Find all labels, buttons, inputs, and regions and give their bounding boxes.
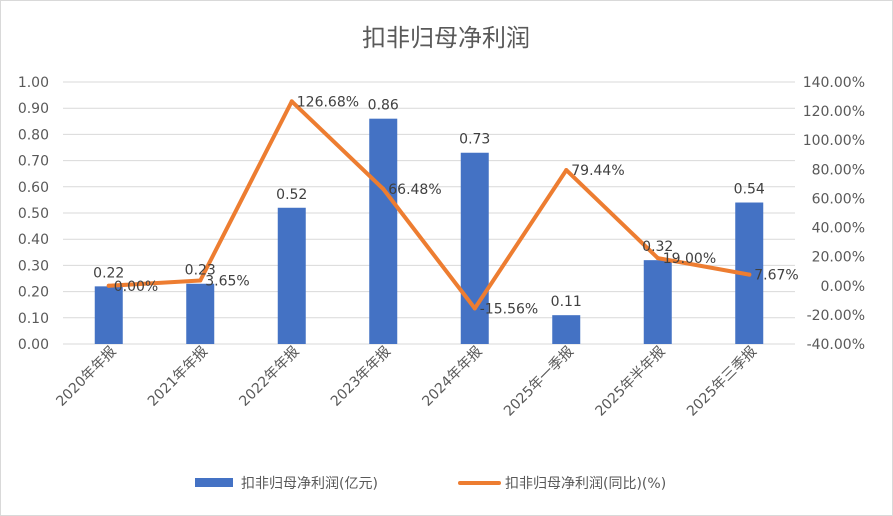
- legend-bar-swatch: [195, 478, 233, 487]
- right-tick-label: 20.00%: [812, 250, 865, 266]
- line-value-label: 19.00%: [663, 251, 716, 267]
- bar: [94, 286, 123, 344]
- line-point: [564, 168, 569, 173]
- bar-value-label: 0.32: [642, 239, 673, 255]
- left-tick-label: 0.90: [18, 101, 49, 117]
- legend-line-label: 扣非归母净利润(同比)(%): [505, 475, 666, 492]
- left-axis: 0.00 0.10 0.20 0.30 0.40 0.50 0.60 0.70 0.80 0.90…: [18, 75, 49, 353]
- bar: [369, 118, 398, 345]
- right-tick-label: 100.00%: [803, 133, 865, 149]
- bar: [460, 152, 489, 344]
- line-value-label: 79.44%: [571, 163, 624, 179]
- right-tick-label: 40.00%: [812, 221, 865, 237]
- line-point: [289, 99, 294, 104]
- bar-value-label: 0.23: [185, 263, 216, 279]
- line-point: [472, 306, 477, 311]
- left-tick-label: 0.70: [18, 154, 49, 170]
- category-axis: 2020年年报 2021年年报 2022年年报 2023年年报 2024年年报 2025年…: [53, 344, 760, 420]
- left-tick-label: 0.80: [18, 127, 49, 143]
- bar-value-label: 0.22: [93, 265, 124, 281]
- left-tick-label: 0.30: [18, 258, 49, 274]
- line-value-label: 0.00%: [114, 279, 158, 295]
- left-tick-label: 0.00: [18, 337, 49, 353]
- legend: 扣非归母净利润(亿元) 扣非归母净利润(同比)(%): [195, 475, 666, 492]
- category-label: 2023年年报: [328, 344, 394, 410]
- line-value-label: 7.67%: [754, 268, 798, 284]
- left-tick-label: 0.50: [18, 206, 49, 222]
- line-point: [106, 283, 111, 288]
- line-point: [655, 256, 660, 261]
- right-axis: -40.00% -20.00% 0.00% 20.00% 40.00% 60.00% 80.…: [803, 75, 865, 353]
- right-tick-label: 120.00%: [803, 104, 865, 120]
- right-tick-label: 0.00%: [821, 279, 865, 295]
- category-label: 2025年半年报: [592, 344, 668, 420]
- left-tick-label: 0.60: [18, 180, 49, 196]
- left-tick-label: 0.40: [18, 232, 49, 248]
- chart-title: 扣非归母净利润: [362, 24, 530, 52]
- category-label: 2024年年报: [419, 344, 485, 410]
- bar: [643, 260, 672, 344]
- line-value-label: 126.68%: [297, 94, 359, 110]
- bar-value-label: 0.11: [551, 294, 582, 310]
- right-tick-label: -20.00%: [807, 308, 865, 324]
- bar-value-label: 0.73: [459, 132, 490, 148]
- right-tick-label: 140.00%: [803, 75, 865, 91]
- left-tick-label: 0.10: [18, 311, 49, 327]
- bar-value-label: 0.54: [734, 182, 765, 198]
- line-value-label: 3.65%: [205, 273, 249, 289]
- right-tick-label: 60.00%: [812, 191, 865, 207]
- category-label: 2025年三季报: [684, 344, 760, 420]
- bar-value-label: 0.52: [276, 187, 307, 203]
- category-label: 2022年年报: [236, 344, 302, 410]
- data-labels: 0.22 0.23 0.52 0.86 0.73 0.11 0.32 0.54 0.00% 3.6…: [93, 94, 799, 317]
- line-point: [198, 278, 203, 283]
- left-tick-label: 0.20: [18, 285, 49, 301]
- gridlines: [63, 81, 795, 345]
- legend-bar-label: 扣非归母净利润(亿元): [241, 475, 378, 492]
- right-tick-label: -40.00%: [807, 337, 865, 353]
- category-label: 2020年年报: [53, 344, 119, 410]
- bar: [552, 315, 581, 344]
- bar: [186, 283, 215, 344]
- yoy-line: [106, 99, 752, 311]
- line-point: [747, 272, 752, 277]
- line-value-label: -15.56%: [480, 301, 538, 317]
- bar-value-label: 0.86: [368, 98, 399, 114]
- category-label: 2025年一季报: [501, 344, 577, 420]
- line-series: [106, 99, 752, 311]
- left-tick-label: 1.00: [18, 75, 49, 91]
- right-tick-label: 80.00%: [812, 162, 865, 178]
- bar-series: [94, 118, 764, 345]
- bar: [277, 207, 306, 344]
- line-value-label: 66.48%: [388, 182, 441, 198]
- category-label: 2021年年报: [145, 344, 211, 410]
- line-point: [381, 187, 386, 192]
